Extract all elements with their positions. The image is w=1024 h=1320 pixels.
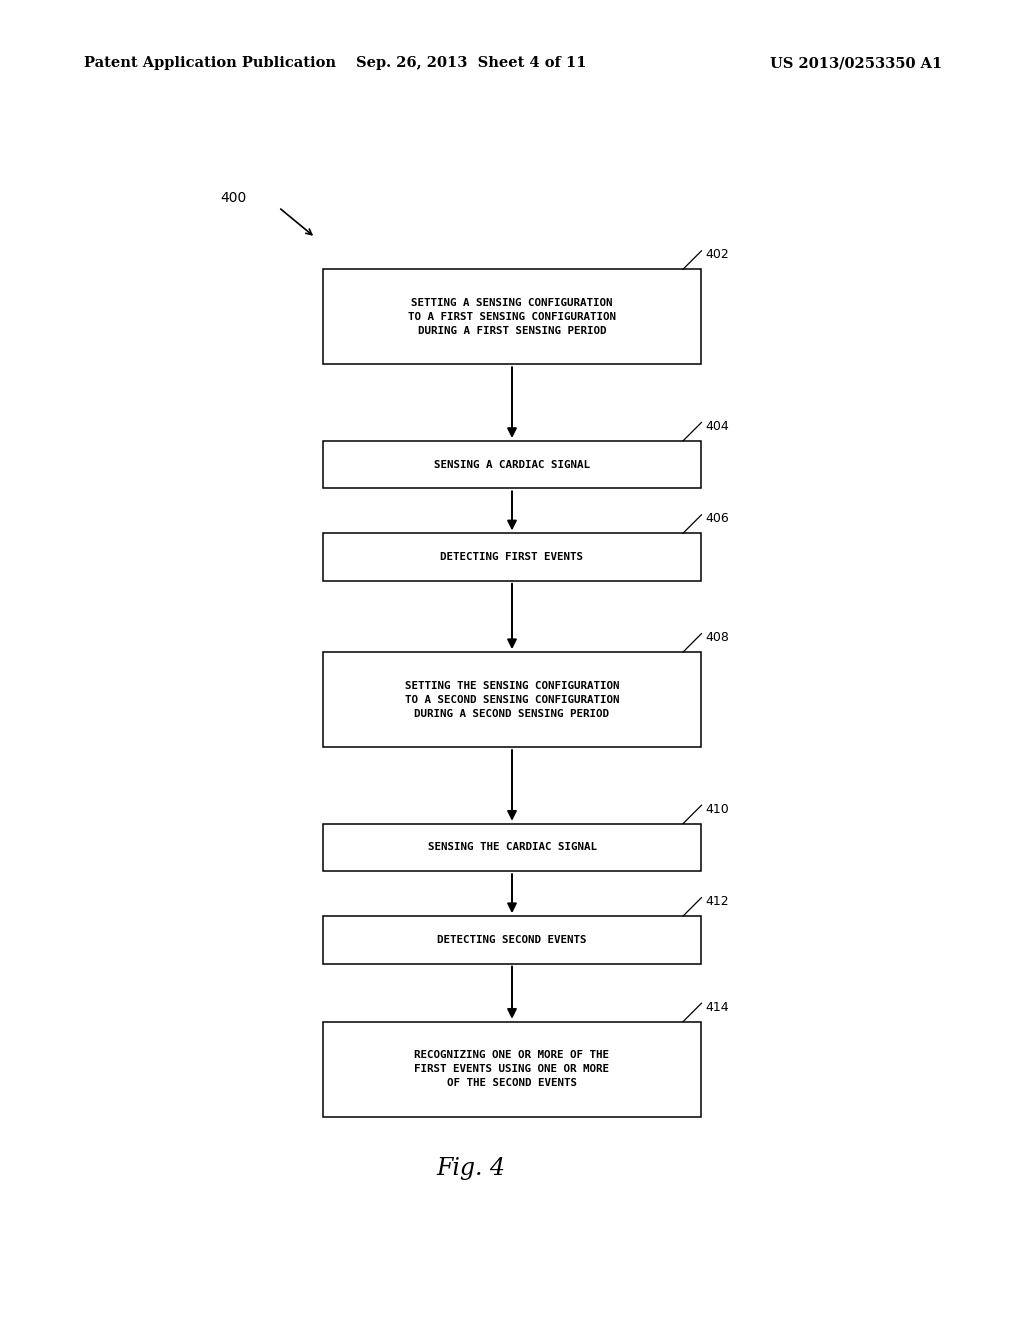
Text: 402: 402 <box>706 248 729 261</box>
Text: Patent Application Publication: Patent Application Publication <box>84 57 336 70</box>
Bar <box>323 441 701 488</box>
Text: 410: 410 <box>706 803 729 816</box>
Bar <box>323 916 701 964</box>
Bar <box>323 824 701 871</box>
Text: Fig. 4: Fig. 4 <box>436 1156 506 1180</box>
Bar <box>323 269 701 364</box>
Text: RECOGNIZING ONE OR MORE OF THE
FIRST EVENTS USING ONE OR MORE
OF THE SECOND EVEN: RECOGNIZING ONE OR MORE OF THE FIRST EVE… <box>415 1051 609 1088</box>
Bar <box>323 533 701 581</box>
Text: DETECTING SECOND EVENTS: DETECTING SECOND EVENTS <box>437 935 587 945</box>
Bar <box>323 652 701 747</box>
Text: DETECTING FIRST EVENTS: DETECTING FIRST EVENTS <box>440 552 584 562</box>
Text: 400: 400 <box>220 191 247 205</box>
Text: SENSING A CARDIAC SIGNAL: SENSING A CARDIAC SIGNAL <box>434 459 590 470</box>
Text: SETTING THE SENSING CONFIGURATION
TO A SECOND SENSING CONFIGURATION
DURING A SEC: SETTING THE SENSING CONFIGURATION TO A S… <box>404 681 620 718</box>
Text: 408: 408 <box>706 631 729 644</box>
Text: 404: 404 <box>706 420 729 433</box>
Bar <box>323 1022 701 1117</box>
Text: SETTING A SENSING CONFIGURATION
TO A FIRST SENSING CONFIGURATION
DURING A FIRST : SETTING A SENSING CONFIGURATION TO A FIR… <box>408 298 616 335</box>
Text: SENSING THE CARDIAC SIGNAL: SENSING THE CARDIAC SIGNAL <box>427 842 597 853</box>
Text: US 2013/0253350 A1: US 2013/0253350 A1 <box>770 57 942 70</box>
Text: 406: 406 <box>706 512 729 525</box>
Text: 414: 414 <box>706 1001 729 1014</box>
Text: Sep. 26, 2013  Sheet 4 of 11: Sep. 26, 2013 Sheet 4 of 11 <box>355 57 587 70</box>
Text: 412: 412 <box>706 895 729 908</box>
